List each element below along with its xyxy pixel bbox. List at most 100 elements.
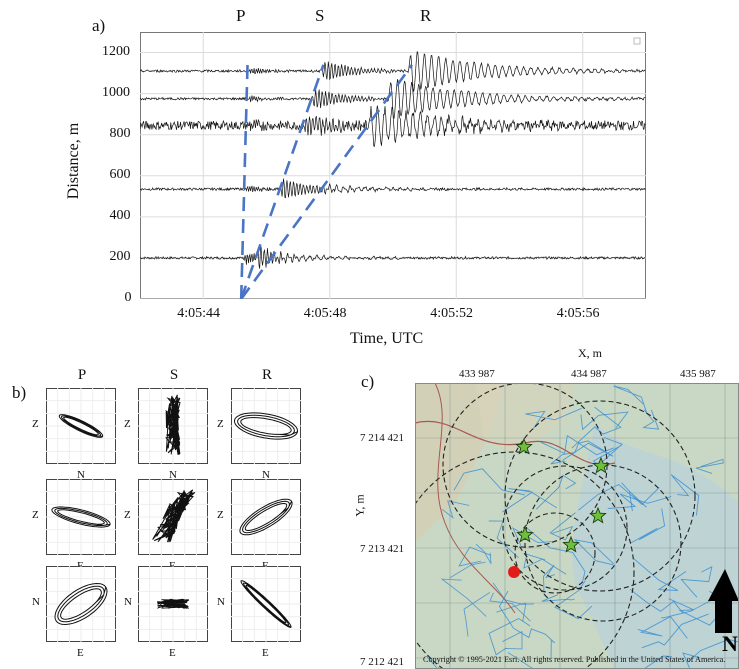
particle-motion (54, 582, 108, 626)
map-grid (415, 383, 739, 669)
station-star-icon (562, 535, 580, 553)
hodogram-r-1 (231, 479, 301, 555)
map-stream (633, 558, 687, 591)
panel-c-label: c) (361, 372, 375, 391)
map-stream (642, 409, 660, 430)
map-stream (613, 385, 648, 414)
map-stream (523, 553, 567, 575)
map-stream (440, 578, 487, 617)
map-stream (621, 482, 647, 512)
distance-circle (524, 464, 682, 622)
hodogram-y-label: N (124, 596, 132, 608)
map-stream (498, 590, 532, 639)
y-tick-label: 200 (109, 248, 131, 264)
hodogram-y-label: N (217, 596, 225, 608)
map-stream (541, 594, 575, 602)
particle-motion (156, 598, 190, 609)
panel-b-label: b) (12, 383, 27, 402)
arrival-line-r (240, 64, 414, 299)
map-xtick-2: 435 987 (680, 368, 716, 380)
hodogram-y-label: N (32, 596, 40, 608)
map-stream (641, 613, 709, 649)
map-stream (630, 508, 666, 544)
hodogram-p-1 (46, 479, 116, 555)
station-star-icon (516, 525, 534, 543)
map-stream (668, 598, 721, 626)
hodogram-p-2 (46, 566, 116, 642)
seismic-trace (140, 178, 646, 199)
y-tick-label: 1200 (102, 43, 130, 59)
map-stream (453, 468, 526, 496)
distance-circle (514, 512, 596, 594)
map-stream (492, 582, 535, 605)
map-stream (526, 527, 586, 583)
map-stream (488, 520, 519, 559)
distance-circle (502, 465, 628, 591)
hodogram-s-1 (138, 479, 208, 555)
site-map: N Copyright © 1995-2021 Esri. All rights… (415, 383, 739, 669)
map-ytick-1: 7 213 421 (360, 543, 404, 555)
seismic-trace (140, 51, 646, 92)
hodogram-p-0 (46, 388, 116, 464)
map-stream (441, 500, 470, 519)
x-tick-label: 4:05:52 (430, 306, 474, 321)
arrival-line-p (239, 64, 249, 299)
seismic-trace (140, 79, 646, 120)
map-x-axis-title: X, m (578, 346, 602, 360)
station-star-icon (592, 456, 610, 474)
hodogram-y-label: Z (124, 418, 131, 430)
y-axis-title: Distance, m (65, 122, 82, 200)
plot-frame (140, 32, 646, 299)
map-stream (629, 589, 684, 614)
hodo-col-r: R (261, 367, 272, 383)
map-stream (531, 628, 556, 659)
map-stream (670, 474, 700, 516)
station-star-icon (515, 437, 533, 455)
map-road-red-2 (434, 383, 516, 614)
map-stream (540, 434, 614, 456)
hodogram-y-label: Z (124, 509, 131, 521)
particle-motion (165, 394, 181, 455)
station-markers (515, 437, 610, 553)
map-stream (682, 652, 700, 669)
y-tick-label: 0 (124, 290, 132, 305)
map-stream (562, 440, 614, 461)
map-stream (695, 458, 724, 474)
map-stream (502, 630, 523, 650)
map-stream (573, 539, 615, 566)
map-stream (502, 488, 557, 513)
map-y-axis-title: Y, m (352, 494, 367, 517)
map-stream (687, 638, 739, 663)
seismogram-plot (140, 32, 646, 299)
map-stream (507, 652, 539, 669)
y-tick-label: 400 (109, 207, 131, 223)
map-stream (637, 616, 688, 639)
map-stream (463, 592, 491, 637)
map-copyright: Copyright © 1995-2021 Esri. All rights r… (423, 655, 725, 664)
map-stream (580, 411, 629, 431)
hodogram-x-label: N (262, 469, 270, 481)
hodogram-x-label: E (77, 647, 84, 659)
y-tick-label: 600 (109, 166, 131, 182)
distance-circle (504, 400, 696, 592)
particle-motion (234, 412, 298, 440)
map-xtick-1: 434 987 (571, 368, 607, 380)
map-stream (680, 565, 713, 598)
x-axis-title: Time, UTC (350, 330, 424, 347)
legend-box (633, 37, 641, 45)
map-stream (427, 657, 440, 669)
y-tick-label: 800 (109, 125, 131, 141)
hodogram-r-2 (231, 566, 301, 642)
distance-circle (415, 451, 635, 669)
map-stream (607, 493, 672, 509)
station-star-icon (589, 506, 607, 524)
hodo-col-p: P (77, 367, 87, 383)
map-stream (554, 580, 593, 620)
particle-motion (58, 414, 104, 438)
seismic-trace (140, 246, 646, 269)
phase-label-p: P (236, 6, 246, 25)
hodo-col-s: S (169, 367, 179, 383)
map-stream (535, 474, 577, 510)
arrival-line-s (239, 64, 325, 299)
map-xtick-0: 433 987 (459, 368, 495, 380)
